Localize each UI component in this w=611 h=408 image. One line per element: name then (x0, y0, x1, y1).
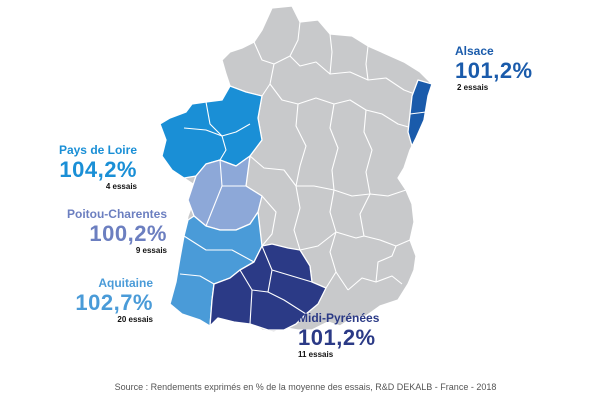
region-name-poitou-charentes: Poitou-Charentes (66, 207, 167, 221)
label-poitou-charentes: Poitou-Charentes 100,2% 9 essais (67, 206, 167, 256)
region-trials-pays-de-loire: 4 essais (105, 182, 137, 191)
region-trials-aquitaine: 20 essais (117, 315, 153, 324)
label-aquitaine: Aquitaine 102,7% 20 essais (75, 275, 153, 325)
region-value-alsace: 101,2% (455, 58, 533, 83)
region-name-aquitaine: Aquitaine (98, 276, 153, 290)
label-alsace: Alsace 101,2% 2 essais (455, 43, 533, 93)
source-note: Source : Rendements exprimés en % de la … (114, 382, 497, 392)
label-pays-de-loire: Pays de Loire 104,2% 4 essais (59, 142, 137, 192)
region-value-poitou-charentes: 100,2% (89, 221, 167, 246)
region-name-alsace: Alsace (455, 44, 494, 58)
region-name-midi-pyrenees: Midi-Pyrénées (298, 311, 380, 325)
label-midi-pyrenees: Midi-Pyrénées 101,2% 11 essais (298, 310, 379, 360)
region-trials-midi-pyrenees: 11 essais (298, 350, 334, 359)
region-value-pays-de-loire: 104,2% (59, 157, 137, 182)
region-value-aquitaine: 102,7% (75, 290, 153, 315)
region-trials-poitou-charentes: 9 essais (135, 246, 167, 255)
region-name-pays-de-loire: Pays de Loire (58, 143, 137, 157)
region-value-midi-pyrenees: 101,2% (298, 325, 376, 350)
region-trials-alsace: 2 essais (457, 83, 489, 92)
